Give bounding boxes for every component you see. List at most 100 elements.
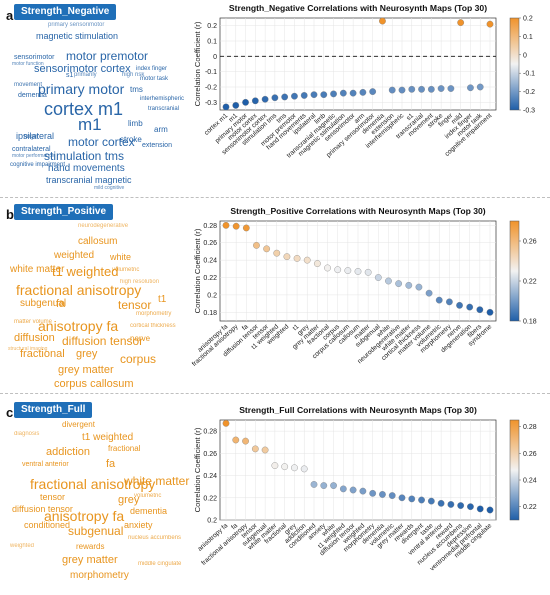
y-tick-label: 0.22 bbox=[203, 495, 217, 502]
data-point bbox=[369, 489, 377, 497]
wordcloud-word: ipsilateral bbox=[16, 131, 55, 141]
wordcloud-word: anisotropy fa bbox=[44, 508, 125, 524]
data-point bbox=[398, 494, 406, 502]
data-point bbox=[242, 224, 250, 232]
wordcloud-word: conditioned bbox=[24, 520, 71, 530]
data-point bbox=[349, 486, 357, 494]
y-tick-label: -0.2 bbox=[205, 85, 217, 92]
data-point bbox=[303, 256, 311, 264]
y-tick-label: 0.2 bbox=[207, 292, 217, 299]
y-axis-label: Correlation Coefficient (r) bbox=[193, 228, 202, 313]
wordcloud-word: t1 weighted bbox=[52, 264, 119, 279]
wordcloud-word: diffusion tensor bbox=[62, 334, 144, 348]
wordcloud-word: t1 weighted bbox=[82, 432, 134, 443]
x-tick-label: m1 bbox=[228, 112, 240, 124]
y-axis-label: Correlation Coefficient (r) bbox=[193, 427, 202, 512]
data-point bbox=[261, 446, 269, 454]
wordcloud-word: extension bbox=[142, 142, 172, 149]
data-point bbox=[271, 94, 279, 102]
colorbar-tick-label: 0.2 bbox=[523, 16, 533, 23]
chart-title: Strength_Positive Correlations with Neur… bbox=[230, 206, 485, 216]
wordcloud-word: s1 bbox=[66, 72, 74, 79]
wordcloud-word: primary motor bbox=[38, 81, 125, 97]
data-point bbox=[261, 95, 269, 103]
chart-strength-negative: Strength_Negative Correlations with Neur… bbox=[193, 3, 535, 159]
wordcloud-word: sensorimotor bbox=[14, 54, 55, 61]
wordcloud-word: nerve bbox=[130, 334, 151, 343]
data-point bbox=[273, 249, 281, 257]
data-point bbox=[242, 437, 249, 445]
data-point bbox=[314, 260, 321, 267]
data-point bbox=[388, 86, 396, 94]
panel-c: c Strength_Full divergent t1 weighted frac… bbox=[0, 395, 550, 595]
wordcloud-word: subgenual bbox=[20, 298, 67, 309]
data-point bbox=[408, 495, 416, 503]
y-tick-label: 0.18 bbox=[203, 310, 217, 317]
wordcloud-word: stimulation tms bbox=[44, 149, 125, 163]
data-point bbox=[395, 280, 402, 287]
wordcloud-word: white matter bbox=[10, 264, 65, 275]
wordcloud-word: limb bbox=[128, 119, 143, 128]
colorbar-tick-label: 0.22 bbox=[523, 504, 537, 511]
data-point bbox=[354, 268, 362, 275]
wordcloud-word: cognitive impairment bbox=[10, 162, 66, 168]
chart-title: Strength_Full Correlations with Neurosyn… bbox=[239, 405, 477, 415]
panel-letter-b: b bbox=[6, 207, 14, 222]
wordcloud-word: contralateral bbox=[12, 146, 51, 153]
data-point bbox=[359, 88, 367, 96]
data-point bbox=[339, 89, 347, 97]
x-tick-label: t1 bbox=[292, 323, 301, 332]
wordcloud-word: grey bbox=[118, 494, 140, 506]
y-tick-label: -0.3 bbox=[205, 100, 217, 107]
data-point bbox=[271, 462, 279, 469]
data-point bbox=[385, 277, 392, 285]
wordcloud-word: neurodegenerative bbox=[78, 223, 129, 229]
data-point bbox=[222, 419, 230, 427]
wordcloud-word: fa bbox=[106, 458, 116, 470]
data-point bbox=[324, 264, 331, 272]
wordcloud-word: arm bbox=[154, 125, 168, 134]
wordcloud-word: motor cortex bbox=[68, 135, 135, 149]
x-tick-label: fa bbox=[241, 323, 250, 332]
wordcloud-b: neurodegenerative callosum weighted white wh… bbox=[8, 223, 188, 390]
data-point bbox=[369, 88, 377, 95]
wordcloud-word: weighted bbox=[54, 250, 95, 261]
y-tick-label: 0.22 bbox=[203, 275, 217, 282]
colorbar-tick-label: 0.26 bbox=[523, 451, 537, 458]
wordcloud-word: stroke bbox=[120, 135, 142, 144]
wordcloud-word: cortex m1 bbox=[44, 99, 124, 119]
y-tick-label: 0.1 bbox=[207, 39, 217, 46]
wordcloud-word: fractional anisotropy bbox=[30, 476, 156, 492]
wordcloud-word: corpus callosum bbox=[54, 378, 134, 390]
colorbar bbox=[509, 17, 520, 111]
colorbar-tick-label: 0.18 bbox=[523, 319, 537, 326]
data-point bbox=[405, 281, 413, 289]
y-tick-label: 0.2 bbox=[207, 518, 217, 525]
colorbar-tick-label: -0.1 bbox=[523, 71, 535, 78]
wordcloud-title-b: Strength_Positive bbox=[14, 204, 114, 220]
data-point bbox=[415, 283, 423, 291]
x-tick-label: s1 bbox=[405, 112, 415, 122]
wordcloud-word: diffusion bbox=[14, 332, 55, 344]
wordcloud-word: mild cognitive bbox=[94, 185, 125, 191]
wordcloud-c: divergent t1 weighted fractional addiction f… bbox=[8, 420, 189, 591]
wordcloud-word: tms bbox=[130, 85, 143, 94]
data-point bbox=[408, 85, 416, 93]
y-tick-label: 0.28 bbox=[203, 429, 217, 436]
colorbar-tick-label: 0.26 bbox=[523, 239, 537, 246]
data-point bbox=[339, 485, 347, 493]
data-point bbox=[232, 222, 240, 230]
wordcloud-word: fa bbox=[56, 298, 66, 310]
wordcloud-word: divergent bbox=[62, 420, 95, 429]
wordcloud-word: index finger bbox=[136, 66, 168, 72]
panel-letter-a: a bbox=[6, 8, 14, 23]
wordcloud-word: anxiety bbox=[124, 520, 153, 530]
wordcloud-word: movement bbox=[14, 82, 43, 88]
data-point bbox=[437, 499, 445, 507]
wordcloud-word: ventral anterior bbox=[22, 461, 69, 468]
wordcloud-word: rewards bbox=[76, 542, 105, 551]
data-point bbox=[427, 497, 435, 505]
wordcloud-word: nucleus accumbens bbox=[128, 535, 182, 541]
wordcloud-word: corpus bbox=[120, 352, 157, 366]
wordcloud-word: tensor bbox=[40, 492, 66, 502]
